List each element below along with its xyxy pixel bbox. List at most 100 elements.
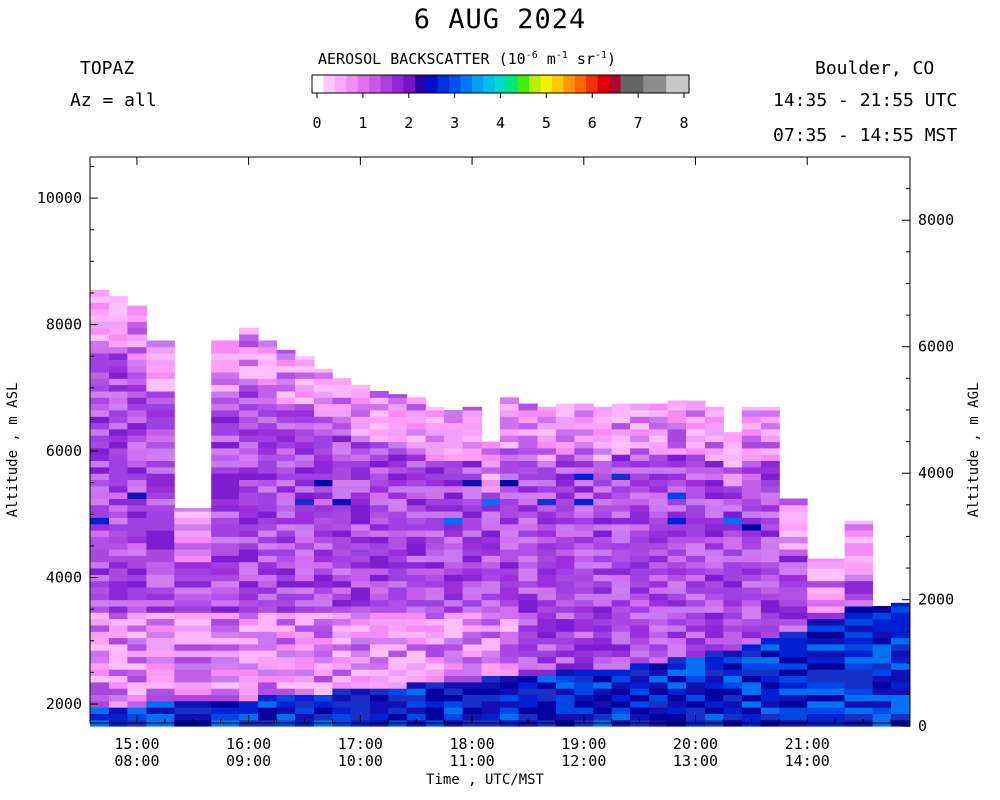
- heatmap-cell: [649, 511, 668, 518]
- heatmap-cell: [500, 707, 519, 714]
- heatmap-cell: [462, 593, 483, 601]
- heatmap-cell: [146, 447, 175, 455]
- heatmap-cell: [127, 694, 147, 702]
- heatmap-cell: [723, 587, 743, 594]
- heatmap-cell: [127, 637, 147, 645]
- heatmap-cell: [211, 435, 240, 443]
- heatmap-cell: [593, 599, 613, 607]
- y-right-tick-label: 4000: [918, 464, 954, 482]
- y-axis-right-title: Altitude , m AGL: [966, 383, 982, 518]
- heatmap-cell: [686, 700, 706, 708]
- heatmap-cell: [593, 536, 613, 544]
- heatmap-cell: [574, 656, 594, 664]
- heatmap-cell: [593, 561, 613, 569]
- heatmap-cell: [891, 631, 911, 639]
- heatmap-cell: [109, 365, 128, 373]
- heatmap-cell: [723, 707, 743, 714]
- heatmap-cell: [332, 416, 352, 424]
- heatmap-cell: [258, 359, 277, 367]
- heatmap-cell: [705, 416, 724, 424]
- heatmap-cell: [258, 618, 277, 626]
- heatmap-cell: [462, 504, 483, 512]
- heatmap-cell: [239, 365, 259, 373]
- heatmap-cell: [295, 707, 315, 714]
- heatmap-cell: [350, 574, 371, 582]
- heatmap-cell: [555, 447, 575, 455]
- heatmap-cell: [109, 504, 128, 512]
- heatmap-cell: [239, 707, 259, 714]
- heatmap-cell: [295, 568, 315, 575]
- heatmap-cell: [667, 555, 687, 563]
- heatmap-cell: [276, 580, 296, 588]
- heatmap-cell: [174, 561, 212, 569]
- heatmap-cell: [332, 568, 352, 575]
- heatmap-cell: [500, 574, 519, 582]
- x-tick-label-mst: 08:00: [114, 752, 159, 770]
- heatmap-cell: [649, 694, 668, 702]
- heatmap-cell: [518, 643, 538, 651]
- heatmap-cell: [705, 694, 724, 702]
- heatmap-cell: [611, 454, 631, 461]
- heatmap-cell: [350, 568, 371, 575]
- heatmap-cell: [518, 403, 538, 411]
- y-left-tick-label: 6000: [46, 442, 82, 460]
- heatmap-cell: [127, 580, 147, 588]
- heatmap-cell: [295, 574, 315, 582]
- heatmap-cell: [891, 681, 911, 689]
- heatmap-cell: [90, 340, 110, 348]
- heatmap-cell: [146, 473, 175, 480]
- heatmap-cell: [332, 384, 352, 392]
- utc-time-range: 14:35 - 21:55 UTC: [773, 90, 958, 111]
- heatmap-cell: [686, 492, 706, 499]
- heatmap-cell: [760, 599, 780, 607]
- heatmap-cell: [705, 599, 724, 607]
- heatmap-cell: [258, 479, 277, 487]
- heatmap-cell: [779, 542, 808, 550]
- heatmap-cell: [611, 555, 631, 563]
- heatmap-cell: [350, 599, 371, 607]
- heatmap-cell: [369, 612, 389, 620]
- heatmap-cell: [109, 498, 128, 506]
- heatmap-cell: [723, 593, 743, 601]
- heatmap-cell: [500, 694, 519, 702]
- heatmap-cell: [741, 561, 762, 569]
- heatmap-cell: [425, 612, 445, 620]
- heatmap-cell: [611, 656, 631, 664]
- heatmap-cell: [481, 460, 501, 468]
- heatmap-cell: [90, 625, 110, 632]
- heatmap-cell: [741, 707, 762, 714]
- heatmap-cell: [779, 587, 808, 594]
- heatmap-cell: [705, 473, 724, 480]
- heatmap-cell: [667, 593, 687, 601]
- heatmap-cell: [462, 422, 483, 430]
- heatmap-cell: [109, 656, 128, 664]
- heatmap-cell: [611, 542, 631, 550]
- heatmap-cell: [686, 498, 706, 506]
- heatmap-cell: [174, 643, 212, 651]
- heatmap-cell: [90, 523, 110, 531]
- heatmap-cell: [314, 587, 333, 594]
- heatmap-cell: [574, 643, 594, 651]
- heatmap-cell: [332, 542, 352, 550]
- heatmap-cell: [872, 618, 892, 626]
- heatmap-cell: [211, 675, 240, 683]
- heatmap-cell: [481, 523, 501, 531]
- heatmap-cell: [462, 574, 483, 582]
- heatmap-cell: [649, 530, 668, 537]
- heatmap-cell: [239, 504, 259, 512]
- heatmap-cell: [630, 428, 650, 436]
- heatmap-cell: [314, 606, 333, 613]
- heatmap-cell: [537, 561, 557, 569]
- heatmap-cell: [500, 675, 519, 683]
- heatmap-cell: [406, 593, 427, 601]
- heatmap-cell: [611, 650, 631, 658]
- heatmap-cell: [90, 688, 110, 695]
- heatmap-cell: [258, 599, 277, 607]
- heatmap-cell: [258, 587, 277, 594]
- heatmap-cell: [630, 498, 650, 506]
- heatmap-cell: [388, 511, 408, 518]
- heatmap-cell: [593, 441, 613, 449]
- heatmap-cell: [425, 637, 445, 645]
- heatmap-cell: [258, 485, 277, 493]
- heatmap-cell: [741, 422, 762, 430]
